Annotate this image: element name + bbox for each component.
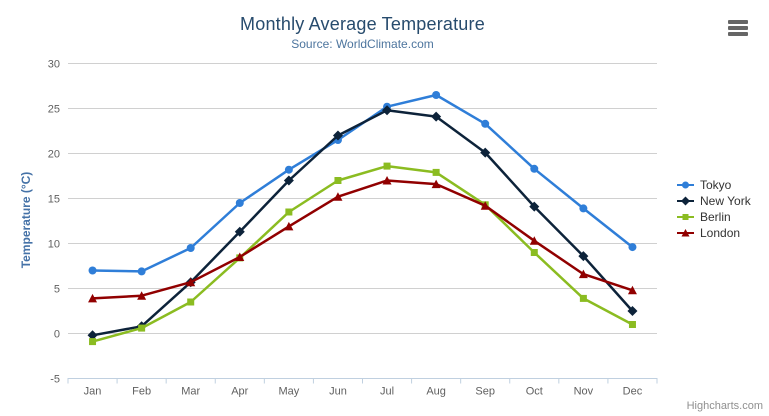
legend-item-tokyo[interactable]: Tokyo [677,177,751,193]
x-axis-tick-label: Nov [574,386,594,398]
x-axis-tick-label: Aug [426,386,446,398]
point-tokyo-Dec[interactable] [628,243,637,252]
point-berlin-May[interactable] [285,208,293,216]
point-new-york-Jun[interactable] [332,130,343,141]
y-axis-tick-label: 5 [54,284,60,296]
point-tokyo-Nov[interactable] [579,204,588,213]
point-london-Jun[interactable] [333,192,343,201]
point-london-Apr[interactable] [235,252,245,262]
point-tokyo-Aug[interactable] [432,91,441,99]
point-tokyo-Oct[interactable] [530,164,539,173]
point-tokyo-Apr[interactable] [235,199,244,207]
point-london-Oct[interactable] [529,236,539,245]
credits-link[interactable]: Highcharts.com [686,400,763,412]
series-line-new-york [91,109,634,337]
point-tokyo-Mar[interactable] [186,244,195,252]
point-london-Jan[interactable] [88,293,98,303]
point-london-Sep[interactable] [480,201,490,210]
point-new-york-May[interactable] [283,175,294,186]
point-new-york-Sep[interactable] [480,147,491,158]
legend-label: London [700,226,741,240]
legend-label: Tokyo [700,178,732,192]
y-axis-title: Temperature (°C) [19,171,33,269]
x-axis-tick-label: Sep [475,386,495,398]
export-menu-button[interactable] [728,19,752,39]
y-axis-tick-label: 10 [48,239,60,251]
point-new-york-Jan[interactable] [87,330,98,341]
point-new-york-Apr[interactable] [234,226,245,237]
y-axis-tick-label: 0 [54,329,60,341]
point-berlin-Oct[interactable] [530,249,538,256]
point-london-Mar[interactable] [186,277,196,287]
point-tokyo-Feb[interactable] [137,267,146,276]
point-berlin-Dec[interactable] [628,321,636,328]
y-axis-tick-label: 15 [48,194,60,206]
point-berlin-Aug[interactable] [432,168,440,176]
legend-item-berlin[interactable]: Berlin [677,209,751,225]
series-line-london [91,179,634,300]
point-new-york-Jul[interactable] [382,105,393,116]
hamburger-icon [728,20,748,24]
x-axis-tick-label: May [278,386,299,398]
point-london-Jul[interactable] [382,176,392,185]
point-berlin-Jan[interactable] [89,338,97,346]
legend-item-london[interactable]: London [677,225,751,241]
point-berlin-Mar[interactable] [187,298,195,306]
point-london-May[interactable] [284,221,294,231]
y-axis-tick-label: 30 [48,59,60,71]
hamburger-icon [728,26,748,30]
hamburger-icon [728,32,748,36]
legend-label: New York [700,194,751,208]
point-tokyo-May[interactable] [284,165,293,174]
point-berlin-Feb[interactable] [138,324,146,332]
chart-subtitle: Source: WorldClimate.com [291,37,434,51]
series-line-berlin [91,164,634,343]
legend-circle-icon [677,181,694,189]
x-axis-tick-label: Oct [526,386,543,398]
point-london-Nov[interactable] [578,269,588,279]
point-london-Dec[interactable] [627,285,637,295]
x-axis-tick-label: Mar [181,386,200,398]
point-berlin-Nov[interactable] [579,294,587,302]
x-axis-tick-label: Dec [623,386,643,398]
point-new-york-Oct[interactable] [529,201,540,212]
x-axis-tick-label: Apr [231,386,248,398]
legend-item-new-york[interactable]: New York [677,193,751,209]
point-berlin-Jun[interactable] [334,177,342,184]
point-new-york-Aug[interactable] [431,111,442,122]
point-london-Aug[interactable] [431,179,441,189]
x-axis-tick-label: Jun [329,386,347,398]
legend-label: Berlin [700,210,731,224]
legend: Tokyo New York Berlin London [677,177,751,241]
point-new-york-Nov[interactable] [578,251,589,262]
y-axis-tick-label: 25 [48,104,60,116]
y-axis-tick-label: 20 [48,149,60,161]
point-london-Feb[interactable] [137,291,147,300]
point-new-york-Dec[interactable] [627,306,638,316]
series-line-tokyo [91,93,634,273]
x-axis-tick-label: Jan [84,386,102,398]
legend-marker-london [681,229,690,237]
legend-square-icon [677,214,694,220]
legend-marker-tokyo [682,181,689,189]
point-tokyo-Sep[interactable] [481,119,490,128]
legend-diamond-icon [677,196,694,206]
legend-triangle-icon [677,229,694,237]
y-axis-tick-label: -5 [50,374,60,386]
point-tokyo-Jan[interactable] [88,266,97,275]
legend-marker-new-york [681,196,690,206]
chart-title: Monthly Average Temperature [240,14,485,34]
x-axis-tick-label: Feb [132,386,151,398]
point-berlin-Jul[interactable] [383,162,391,170]
legend-marker-berlin [682,214,689,220]
x-axis-tick-label: Jul [380,386,394,398]
